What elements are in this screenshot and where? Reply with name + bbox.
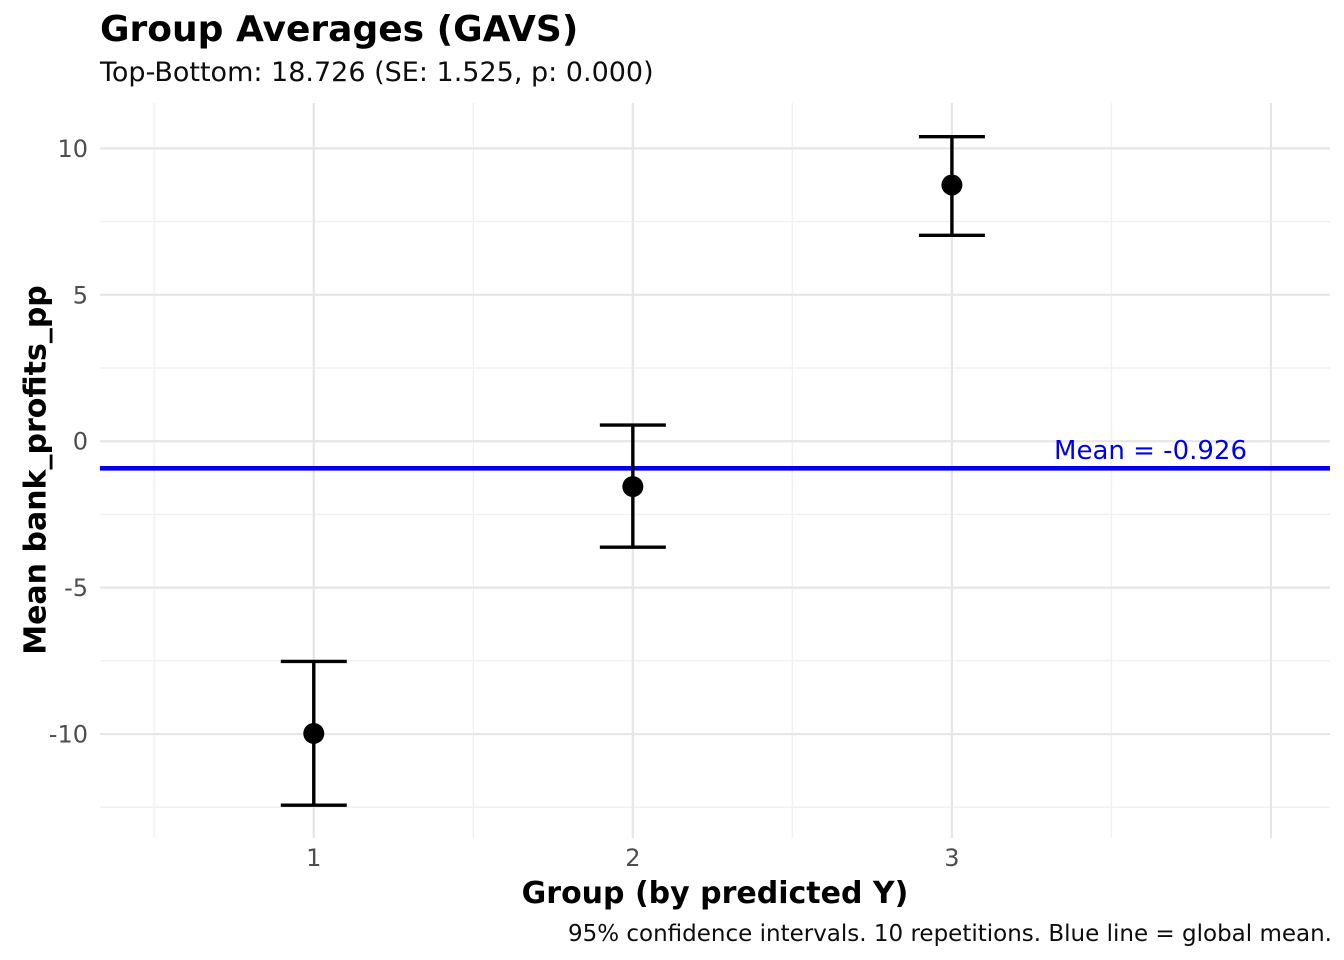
chart-subtitle: Top-Bottom: 18.726 (SE: 1.525, p: 0.000) (100, 57, 654, 88)
y-tick-label: 5 (73, 281, 88, 309)
y-tick-label: -10 (49, 721, 88, 749)
y-tick-label: -5 (64, 574, 88, 602)
y-tick-label: 0 (73, 428, 88, 456)
mean-point-group-2 (622, 476, 644, 498)
mean-point-group-3 (941, 174, 963, 196)
mean-point-group-1 (303, 722, 325, 744)
x-tick-label: 1 (306, 844, 321, 872)
y-axis-title: Mean bank_profits_pp (18, 285, 54, 655)
x-tick-label: 2 (625, 844, 640, 872)
chart-title: Group Averages (GAVS) (100, 9, 579, 50)
x-tick-label: 3 (944, 844, 959, 872)
global-mean-label: Mean = -0.926 (1054, 436, 1247, 466)
x-axis-title: Group (by predicted Y) (521, 876, 909, 911)
y-tick-label: 10 (57, 135, 88, 163)
chart-caption: 95% confidence intervals. 10 repetitions… (567, 921, 1332, 947)
